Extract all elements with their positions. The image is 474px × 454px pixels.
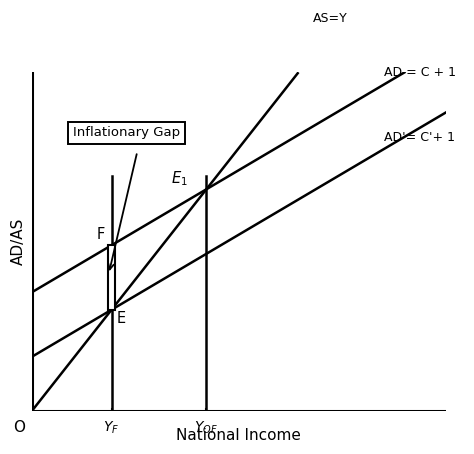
- Text: $Y_F$: $Y_F$: [103, 419, 119, 436]
- Text: $E_1$: $E_1$: [171, 169, 188, 188]
- Text: AD = C + 1: AD = C + 1: [384, 66, 456, 79]
- Text: Inflationary Gap: Inflationary Gap: [73, 126, 180, 139]
- Text: O: O: [13, 419, 26, 435]
- X-axis label: National Income: National Income: [176, 428, 301, 443]
- Text: AD'= C'+ 1: AD'= C'+ 1: [384, 131, 455, 144]
- Text: $Y_{OF}$: $Y_{OF}$: [194, 419, 219, 436]
- Text: AS=Y: AS=Y: [313, 12, 347, 25]
- Text: F: F: [97, 227, 105, 242]
- Y-axis label: AD/AS: AD/AS: [11, 218, 26, 265]
- Text: E: E: [117, 311, 126, 326]
- Bar: [108, 245, 115, 310]
